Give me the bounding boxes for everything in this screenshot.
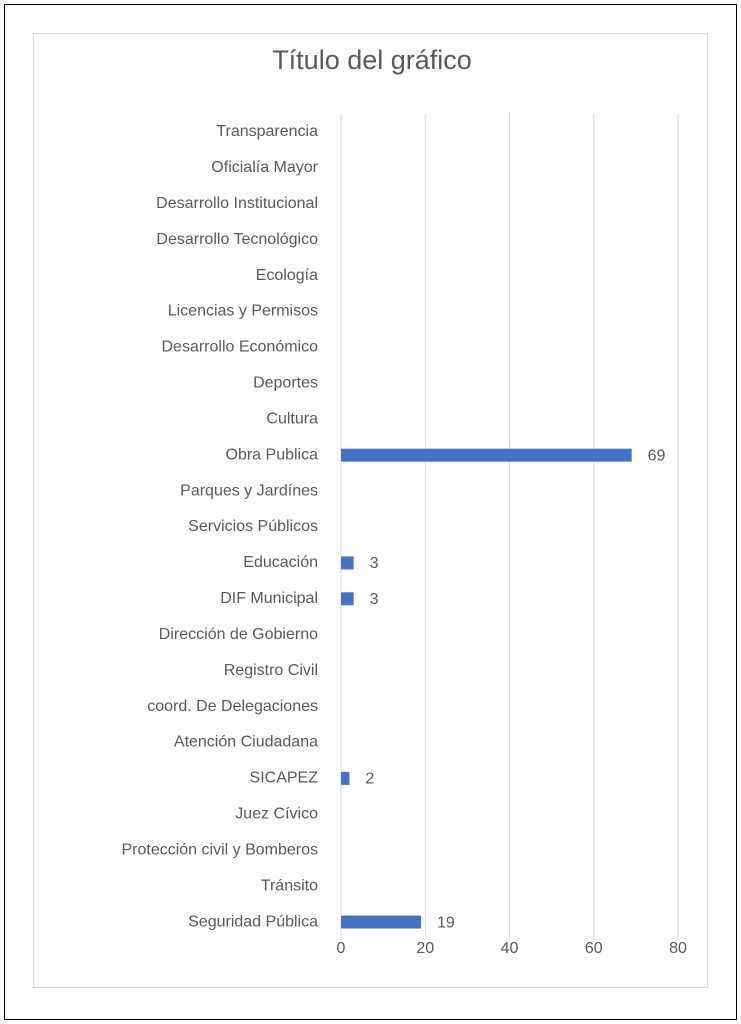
data-label: 19	[437, 914, 455, 931]
x-tick-label: 0	[337, 940, 346, 957]
bar	[341, 556, 354, 570]
data-label: 3	[370, 555, 379, 572]
y-tick-label: Obra Publica	[226, 446, 319, 463]
y-tick-label: Protección civil y Bomberos	[121, 841, 318, 858]
y-tick-label: Desarrollo Institucional	[156, 195, 318, 212]
chart-title: Título del gráfico	[272, 45, 472, 75]
y-tick-label: DIF Municipal	[220, 590, 318, 607]
bar	[341, 448, 632, 462]
y-tick-label: Seguridad Pública	[188, 913, 318, 930]
y-tick-label: Parques y Jardínes	[180, 482, 318, 499]
x-tick-label: 60	[585, 940, 603, 957]
x-tick-label: 80	[669, 940, 687, 957]
y-tick-label: Juez Cívico	[235, 806, 318, 823]
y-tick-label: Dirección de Gobierno	[159, 626, 318, 643]
data-label: 69	[648, 447, 666, 464]
y-tick-label: Desarrollo Económico	[161, 339, 318, 356]
y-tick-label: Desarrollo Tecnológico	[156, 231, 318, 248]
chart-frame	[33, 33, 708, 988]
x-tick-label: 20	[416, 940, 434, 957]
y-tick-label: coord. De Delegaciones	[147, 698, 318, 715]
y-tick-label: Educación	[243, 554, 318, 571]
y-tick-label: Ecología	[256, 267, 318, 284]
y-tick-label: SICAPEZ	[250, 770, 319, 787]
y-tick-label: Oficialía Mayor	[211, 159, 318, 176]
y-tick-label: Atención Ciudadana	[174, 734, 318, 751]
bar	[341, 915, 422, 929]
x-tick-label: 40	[501, 940, 519, 957]
y-tick-label: Servicios Públicos	[188, 518, 318, 535]
y-tick-label: Licencias y Permisos	[168, 303, 318, 320]
y-tick-label: Transparencia	[216, 123, 318, 140]
y-tick-label: Deportes	[253, 375, 318, 392]
y-tick-label: Cultura	[266, 410, 318, 427]
bar	[341, 771, 350, 785]
data-label: 2	[365, 771, 374, 788]
data-label: 3	[370, 591, 379, 608]
bar	[341, 592, 354, 606]
y-tick-label: Tránsito	[261, 877, 318, 894]
y-tick-label: Registro Civil	[224, 662, 318, 679]
